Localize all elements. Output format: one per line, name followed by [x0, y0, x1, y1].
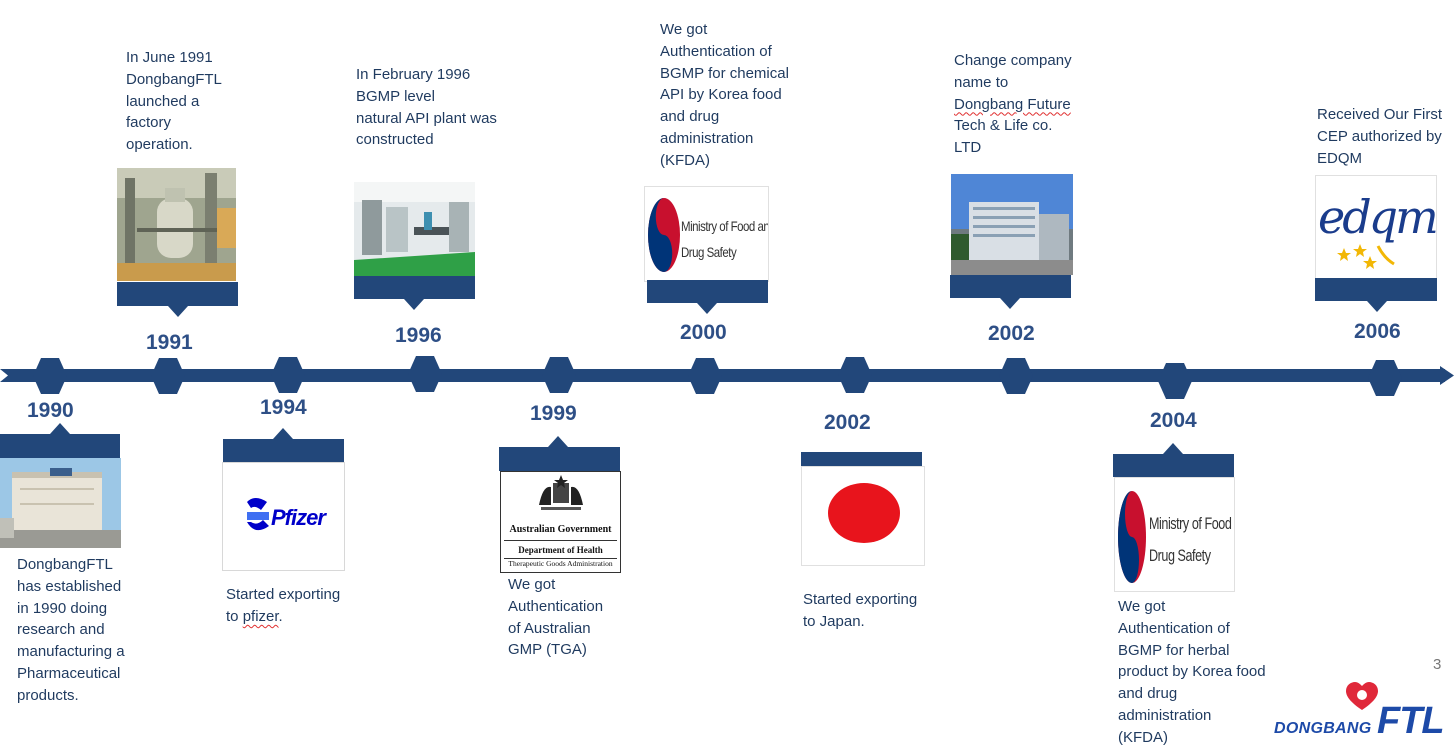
mfds-2004-line2: Drug Safety — [1149, 546, 1211, 565]
aus-gov-name: Australian Government — [509, 524, 612, 535]
event-text-1994-b: pfizer — [242, 607, 279, 625]
pointer-down-2000 — [697, 303, 717, 314]
hexagon-marker-2000 — [688, 358, 722, 394]
japan-flag-2002 — [801, 466, 925, 566]
hexagon-marker-1991 — [151, 358, 185, 394]
hexagon-marker-2006 — [1368, 360, 1402, 396]
event-text-1999: We got Authentication of Australian GMP … — [508, 576, 604, 659]
bottom-bar-2004 — [1113, 454, 1234, 477]
event-text-1991: In June 1991 DongbangFTL launched a fact… — [126, 49, 222, 154]
event-text-2006: Received Our First CEP authorized by EDQ… — [1317, 106, 1443, 167]
bottom-bar-1994 — [223, 439, 344, 462]
year-label-1999: 1999 — [530, 402, 577, 425]
event-text-2002-top-b: Dongbang Future — [954, 95, 1071, 113]
top-bar-2002 — [950, 275, 1071, 298]
event-text-1994: Started exporting to pfizer. — [226, 584, 386, 628]
brand-prefix: DONGBANG — [1274, 720, 1372, 737]
pointer-up-1994 — [273, 428, 293, 439]
event-text-1990: DongbangFTL has established in 1990 doin… — [17, 556, 125, 704]
year-label-2002-top: 2002 — [988, 322, 1035, 345]
hexagon-marker-2002b — [999, 358, 1033, 394]
event-text-1996: In February 1996 BGMP level natural API … — [356, 66, 497, 149]
pointer-up-1999 — [548, 436, 568, 447]
aus-dept: Department of Health — [518, 545, 603, 555]
pointer-down-1991 — [168, 306, 188, 317]
building-photo-1990 — [0, 458, 121, 548]
australian-gov-logo-1999: Australian Government Department of Heal… — [500, 471, 621, 573]
taegeuk-icon-2004 — [1118, 491, 1146, 583]
aus-divider-2 — [504, 558, 617, 559]
hexagon-marker-1990 — [33, 358, 67, 394]
pointer-down-2006 — [1367, 301, 1387, 312]
year-label-1996: 1996 — [395, 324, 442, 347]
year-label-1994: 1994 — [260, 396, 307, 419]
aus-tga: Therapeutic Goods Administration — [508, 559, 613, 568]
bottom-bar-2002 — [801, 452, 922, 466]
factory-photo-1991 — [117, 168, 236, 281]
timeline-markers — [33, 356, 1402, 399]
timeline-axis — [0, 369, 1445, 382]
building-photo-2002 — [951, 174, 1073, 275]
edqm-wordmark: edqm — [1318, 190, 1436, 244]
event-text-1994-c: . — [278, 607, 283, 625]
plant-photo-1996 — [354, 182, 475, 276]
brand-heart-icon — [1346, 682, 1378, 710]
event-text-1994-a: Started exporting to — [226, 586, 341, 625]
year-label-2006: 2006 — [1354, 320, 1401, 343]
stars-icon — [1337, 244, 1395, 269]
event-text-2002-top-a: Change company name to — [954, 52, 1072, 91]
japan-flag-icon — [828, 483, 900, 543]
coat-of-arms-icon — [539, 475, 583, 510]
year-label-2000: 2000 — [680, 321, 727, 344]
timeline-arrow-left — [0, 369, 8, 382]
pfizer-mark-icon — [247, 498, 269, 531]
pfizer-logo-1994: Pfizer — [222, 462, 345, 571]
pointer-down-2002 — [1000, 298, 1020, 309]
year-label-2002-bottom: 2002 — [824, 411, 871, 434]
mfds-logo-2004: Ministry of Food and Drug Safety — [1114, 477, 1235, 592]
event-text-2002-top: Change company name to Dongbang Future Tec… — [954, 50, 1134, 159]
taegeuk-icon — [648, 198, 680, 272]
year-label-1990: 1990 — [27, 399, 74, 422]
hexagon-marker-2002a — [838, 357, 872, 393]
hexagon-marker-1999 — [542, 357, 576, 393]
bottom-bar-1999 — [499, 447, 620, 471]
mfds-line1: Ministry of Food and — [681, 218, 769, 234]
event-text-2000: We got Authentication of BGMP for chemic… — [660, 21, 789, 169]
top-bar-1996 — [354, 276, 475, 299]
mfds-2004-line1: Ministry of Food and — [1149, 514, 1234, 533]
hexagon-marker-1996 — [408, 356, 442, 392]
pointer-up-2004 — [1163, 443, 1183, 454]
timeline-arrow-right — [1440, 366, 1454, 385]
mfds-line2: Drug Safety — [681, 244, 737, 260]
pointer-up-1990 — [50, 423, 70, 434]
mfds-logo-2000: Ministry of Food and Drug Safety — [644, 186, 769, 282]
bottom-bar-1990 — [0, 434, 120, 458]
hexagon-marker-2004 — [1158, 363, 1192, 399]
aus-divider — [504, 540, 617, 541]
brand-logo: DONGBANG FTL — [1274, 682, 1449, 742]
top-bar-1991-rect — [117, 282, 238, 306]
pfizer-wordmark: Pfizer — [271, 505, 326, 530]
hexagon-marker-1994 — [271, 357, 305, 393]
top-bar-2006 — [1315, 278, 1437, 301]
top-bar-2000 — [647, 280, 768, 303]
event-text-2002-top-c: Tech & Life co. LTD — [954, 117, 1053, 157]
brand-suffix: FTL — [1377, 700, 1445, 742]
edqm-logo-2006: edqm — [1315, 175, 1437, 280]
page-number: 3 — [1433, 656, 1442, 673]
year-label-1991: 1991 — [146, 331, 193, 354]
event-text-2004: We got Authentication of BGMP for herbal… — [1118, 598, 1266, 746]
event-text-2002-bottom: Started exporting to Japan. — [803, 591, 918, 630]
year-label-2004: 2004 — [1150, 409, 1197, 432]
pointer-down-1996 — [404, 299, 424, 310]
